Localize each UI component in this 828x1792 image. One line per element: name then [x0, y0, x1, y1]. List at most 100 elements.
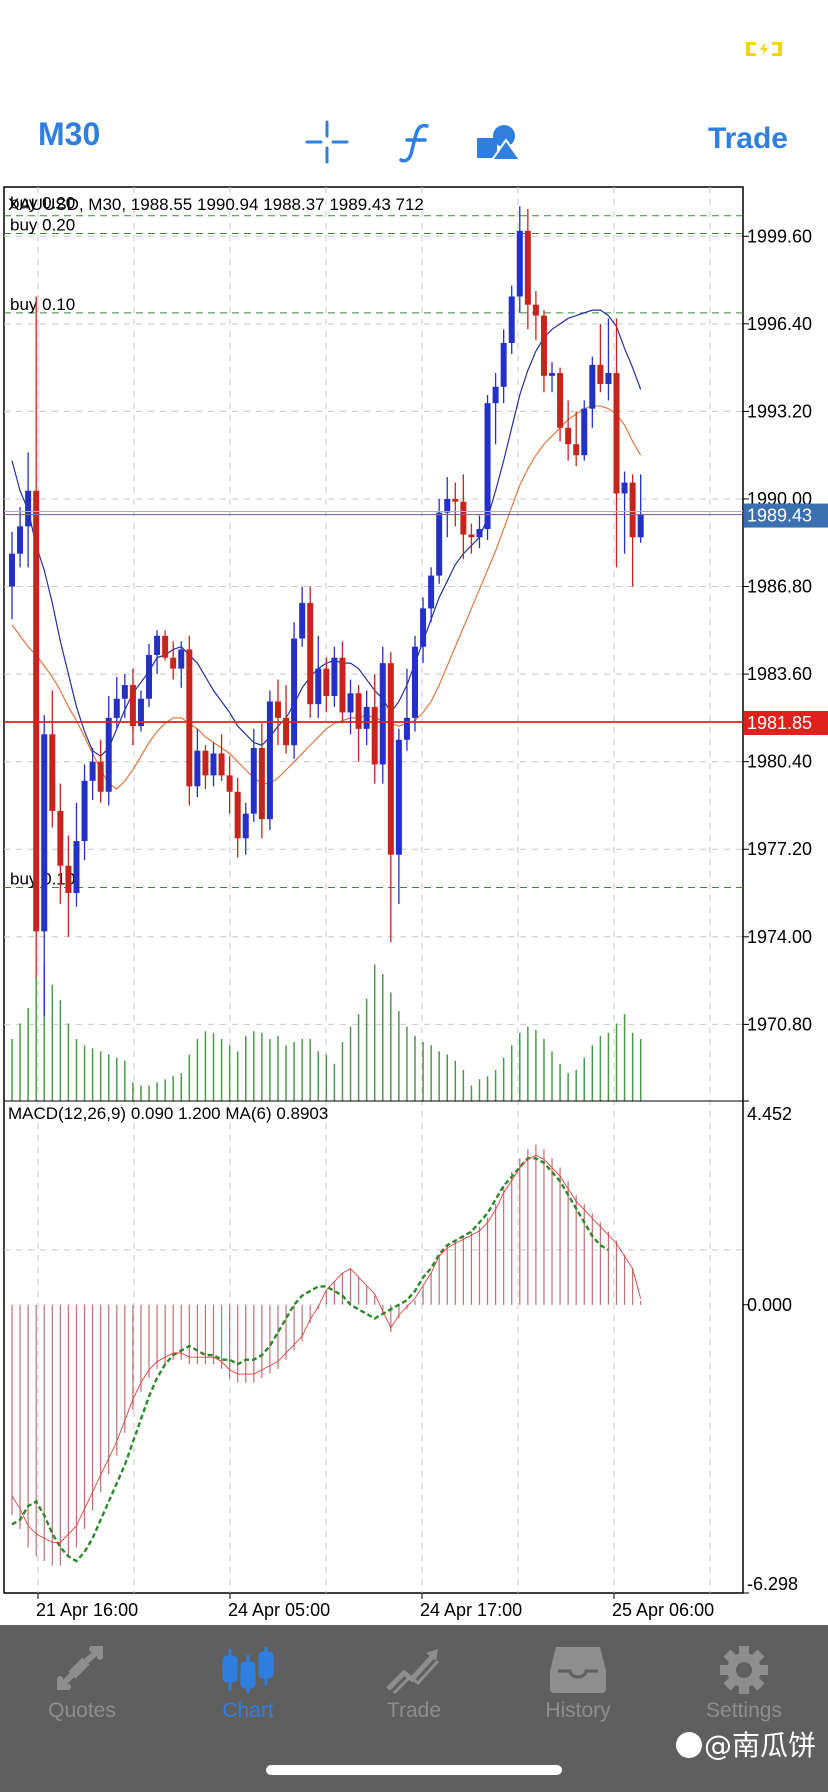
macd-main-line — [11, 1154, 642, 1543]
watermark-text: @南瓜饼 — [703, 1729, 816, 1762]
candle-body — [170, 657, 177, 669]
candle-body — [307, 602, 314, 705]
candle-body — [468, 534, 475, 538]
tab-chart[interactable]: Chart — [178, 1637, 318, 1747]
time-label: 25 Apr 06:00 — [612, 1600, 714, 1620]
tab-trade-label: Trade — [386, 1699, 442, 1722]
candle-body — [299, 602, 306, 639]
candle-body — [597, 364, 604, 385]
candle-body — [97, 761, 104, 792]
candle-body — [146, 654, 153, 699]
chart-icon — [222, 1647, 274, 1693]
macd-signal-line — [11, 1157, 610, 1563]
chart-frame — [3, 186, 744, 1594]
price-tick-label: 1970.80 — [747, 1014, 812, 1034]
tab-bar: Quotes Chart Trade History — [0, 1625, 828, 1792]
candle-body — [25, 490, 32, 527]
function-icon[interactable] — [393, 118, 441, 166]
candle-body — [218, 753, 225, 776]
candle-body — [202, 750, 209, 776]
candle-body — [210, 753, 217, 776]
candle-body — [154, 635, 161, 655]
objects-icon[interactable] — [474, 118, 522, 166]
candle-body — [186, 649, 193, 787]
candle-body — [637, 514, 644, 538]
candle-body — [420, 608, 427, 647]
candle-body — [476, 529, 483, 538]
chart-grid — [4, 187, 743, 1593]
candle-body — [379, 663, 386, 765]
candle-body — [500, 342, 507, 387]
watermark: @南瓜饼 — [675, 1724, 816, 1764]
candle-body — [266, 701, 273, 820]
price-tick-label: 1977.20 — [747, 839, 812, 859]
time-label: 21 Apr 16:00 — [36, 1600, 138, 1620]
candle-body — [57, 810, 64, 866]
tab-history-label: History — [545, 1699, 611, 1722]
candle-body — [363, 706, 370, 729]
candle-body — [194, 750, 201, 787]
candle-body — [129, 685, 136, 727]
tab-history[interactable]: History — [508, 1637, 648, 1747]
macd-panel — [11, 1144, 642, 1566]
candle-body — [516, 230, 523, 297]
tab-quotes-label: Quotes — [48, 1699, 116, 1722]
candle-body — [565, 427, 572, 445]
order-label: buy 0.20 — [10, 194, 75, 213]
macd-tick-label: 4.452 — [747, 1104, 792, 1124]
current-price-label: 1989.43 — [747, 506, 812, 526]
candle-body — [33, 490, 40, 932]
current-price-badge — [744, 503, 828, 528]
candle-body — [331, 657, 338, 696]
candle-body — [234, 791, 241, 839]
candle-body — [581, 408, 588, 456]
price-tick-label: 1986.80 — [747, 577, 812, 597]
macd-header: MACD(12,26,9) 0.090 1.200 MA(6) 0.8903 — [8, 1104, 328, 1123]
line-price-label: 1981.85 — [747, 713, 812, 733]
candle-body — [436, 512, 443, 576]
order-label: buy 0.20 — [10, 216, 75, 235]
candle-body — [573, 444, 580, 456]
time-label: 24 Apr 17:00 — [420, 1600, 522, 1620]
candle-body — [73, 841, 80, 894]
candle-body — [484, 403, 491, 530]
candle-body — [589, 364, 596, 409]
candle-body — [9, 553, 15, 587]
symbol-header: XAUUSD, M30, 1988.55 1990.94 1988.37 198… — [8, 195, 424, 214]
price-axis: 1999.601996.401993.201990.001986.801983.… — [743, 226, 828, 1594]
ma-slow-line — [11, 405, 642, 790]
candle-body — [113, 698, 120, 718]
candle-body — [323, 668, 330, 696]
crosshair-icon[interactable] — [303, 118, 351, 166]
candle-body — [283, 717, 290, 746]
settings-icon — [720, 1646, 768, 1694]
line-price-badge — [744, 710, 828, 735]
macd-tick-label: 0.000 — [747, 1295, 792, 1315]
candle-body — [258, 747, 265, 820]
tab-trade[interactable]: Trade — [344, 1637, 484, 1747]
candle-body — [17, 526, 24, 554]
candle-body — [605, 373, 612, 385]
candle-body — [226, 775, 233, 792]
trade-button[interactable]: Trade — [707, 122, 788, 155]
candle-body — [460, 501, 467, 535]
candle-body — [162, 635, 169, 658]
status-bar — [0, 0, 828, 100]
candle-body — [347, 693, 354, 713]
time-axis: 21 Apr 16:00 24 Apr 05:00 24 Apr 17:00 25 A… — [36, 1593, 714, 1620]
tab-settings[interactable]: Settings — [674, 1637, 814, 1747]
price-tick-label: 1999.60 — [747, 226, 812, 246]
candle-body — [65, 865, 72, 894]
candle-body — [105, 717, 112, 792]
battery-icon — [746, 42, 782, 56]
tab-quotes[interactable]: Quotes — [12, 1637, 152, 1747]
candle-body — [412, 646, 418, 718]
timeframe-button[interactable]: M30 — [38, 116, 101, 152]
candle-body — [532, 304, 539, 316]
volume-bars — [11, 964, 642, 1101]
candle-body — [89, 761, 96, 781]
candle-body — [137, 698, 144, 727]
time-label: 24 Apr 05:00 — [228, 1600, 330, 1620]
